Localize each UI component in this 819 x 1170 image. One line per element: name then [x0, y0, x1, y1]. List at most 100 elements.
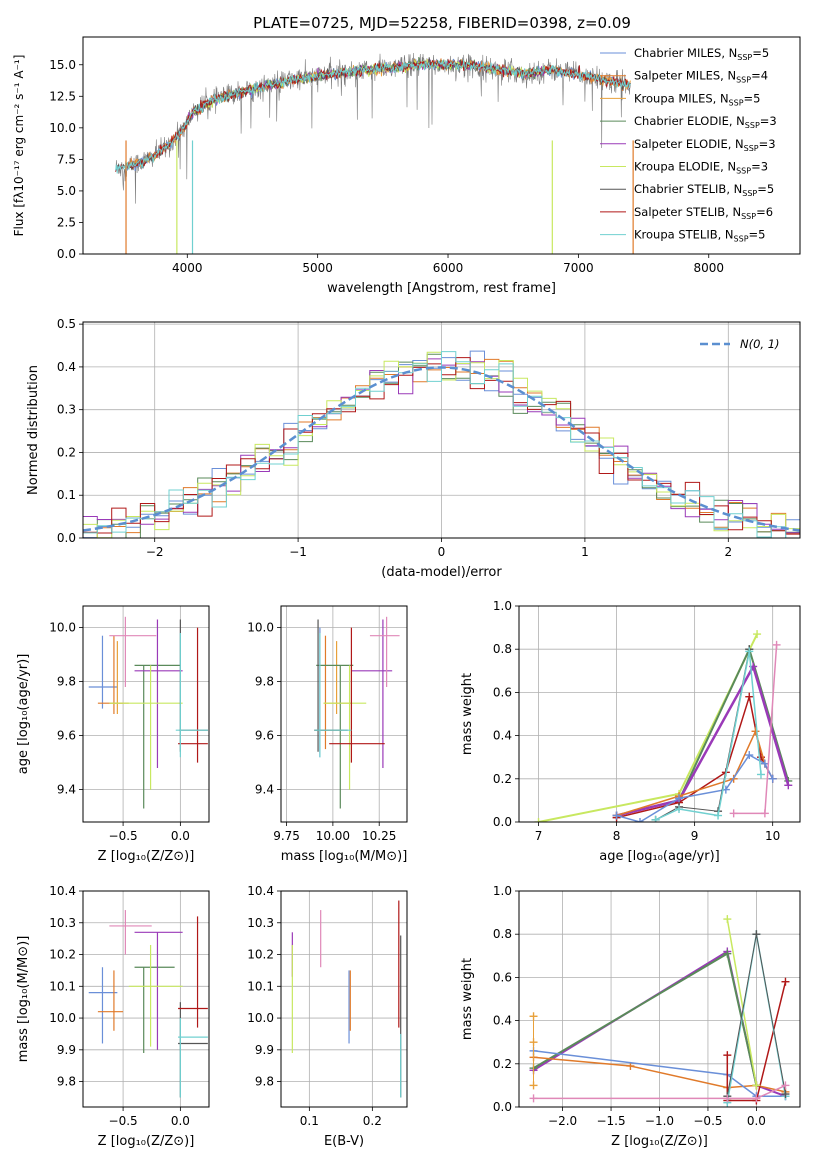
y-tick-label: 10.0 [49, 1011, 76, 1025]
y-tick-label: 9.8 [57, 675, 76, 689]
y-tick-label: 0.8 [493, 927, 512, 941]
plot-area [534, 630, 793, 822]
y-tick-label: 0.4 [57, 360, 76, 374]
legend-text: Chabrier ELODIE, N [634, 114, 745, 128]
panel-residuals: −2 −1 0 1 2 0.0 0.1 0.2 0.3 0.4 0.5 (data-model)/er… [26, 317, 801, 580]
plot-area [88, 910, 208, 1098]
axes-frame [82, 890, 210, 1108]
errorbar-point [88, 635, 118, 709]
y-tick-label: 9.8 [255, 675, 274, 689]
weight-marker [745, 647, 754, 656]
legend-tail: =3 [759, 137, 776, 151]
x-tick-label: 0.0 [171, 1114, 190, 1128]
errorbar-point [134, 966, 175, 1053]
x-axis-label: E(B-V) [324, 1134, 364, 1149]
weight-marker [729, 809, 738, 818]
y-tick-label: 0.0 [57, 247, 76, 261]
y-tick-label: 5.0 [57, 184, 76, 198]
weight-marker [756, 770, 765, 779]
y-tick-label: 0.2 [493, 772, 512, 786]
y-tick-label: 10.0 [49, 121, 76, 135]
legend-entry: Kroupa ELODIE, NSSP=3 [634, 160, 768, 176]
y-tick-label: 0.5 [57, 317, 76, 331]
x-axis-label: Z [log₁₀(Z/Z⊙)] [611, 1134, 708, 1149]
weight-marker [772, 640, 781, 649]
errorbar-point [109, 910, 152, 955]
errorbar-point [178, 627, 208, 763]
x-tick-label: −0.5 [109, 829, 138, 843]
legend-entry: Salpeter STELIB, NSSP=6 [634, 205, 773, 221]
y-axis-label: mass weight [460, 958, 475, 1040]
weight-marker [529, 1012, 538, 1021]
weight-marker [529, 1094, 538, 1103]
weight-marker [529, 1038, 538, 1047]
model-spectrum [115, 59, 631, 174]
legend-sub: SSP [742, 189, 757, 198]
x-axis-label: wavelength [Angstrom, rest frame] [327, 281, 556, 296]
weight-marker [714, 811, 723, 820]
legend-tail: =6 [756, 205, 773, 219]
x-tick-label: 0.1 [300, 1114, 319, 1128]
y-tick-label: 12.5 [49, 89, 76, 103]
x-tick-label: 6000 [433, 261, 464, 275]
weight-marker [781, 1081, 790, 1090]
legend-text: Salpeter STELIB, N [634, 205, 741, 219]
x-tick-label: 8 [613, 829, 621, 843]
figure-title: PLATE=0725, MJD=52258, FIBERID=0398, z=0… [253, 14, 631, 32]
errorbar-point [97, 970, 124, 1031]
weight-line [533, 1084, 786, 1100]
x-tick-label: 0.2 [363, 1114, 382, 1128]
weight-marker [751, 727, 760, 736]
axes-frame [82, 36, 801, 255]
legend-sub: SSP [737, 53, 752, 62]
panel-weight-vs-Z: −2.0 −1.5 −1.0 −0.5 0.0 0.0 0.2 0.4 0.6 0.8 1.0 Z [… [460, 884, 801, 1149]
legend-sub: SSP [729, 98, 744, 107]
errorbar-point [316, 664, 354, 809]
panel-age-vs-Z: −0.5 0.0 9.4 9.6 9.8 10.0 Z [log₁₀(Z/Z⊙)] age [… [16, 605, 210, 864]
weight-marker [723, 915, 732, 924]
errorbar-point [128, 945, 183, 1047]
axes-frame [82, 321, 801, 539]
x-tick-label: −1.0 [645, 1114, 674, 1128]
y-tick-label: 9.6 [255, 729, 274, 743]
errorbar-point [329, 627, 385, 763]
legend-text: Chabrier STELIB, N [634, 182, 742, 196]
y-tick-label: 0.0 [57, 531, 76, 545]
panel-mass-vs-Z: −0.5 0.0 9.8 9.9 10.0 10.1 10.2 10.3 10.4 Z [log₁… [16, 884, 210, 1149]
legend-sub: SSP [734, 235, 749, 244]
y-tick-label: 0.1 [57, 488, 76, 502]
errorbar-point [178, 1018, 208, 1098]
weight-line [532, 952, 758, 1086]
weight-marker [534, 818, 543, 822]
axes-frame [280, 605, 408, 823]
legend-tail: =5 [749, 228, 766, 242]
axes-frame [518, 605, 801, 823]
y-tick-label: 9.8 [57, 1075, 76, 1089]
y-tick-label: 9.9 [255, 1043, 274, 1057]
errorbar-point [179, 619, 208, 752]
errorbar-point [134, 619, 183, 768]
x-tick-label: 2 [724, 545, 732, 559]
x-tick-label: 1 [581, 545, 589, 559]
legend-sub: SSP [744, 144, 759, 153]
plot-area [314, 616, 400, 809]
legend-sub: SSP [736, 76, 751, 85]
weight-line [533, 1050, 786, 1097]
y-tick-label: 9.4 [255, 783, 274, 797]
legend-entry: Kroupa MILES, NSSP=5 [634, 91, 760, 107]
y-tick-label: 10.3 [247, 916, 274, 930]
y-tick-label: 10.0 [49, 621, 76, 635]
y-tick-label: 9.6 [57, 729, 76, 743]
legend-entry: Chabrier ELODIE, NSSP=3 [634, 114, 777, 130]
x-tick-label: −0.5 [693, 1114, 722, 1128]
y-tick-label: 2.5 [57, 215, 76, 229]
y-tick-label: 10.2 [49, 948, 76, 962]
x-tick-label: 5000 [302, 261, 333, 275]
y-tick-label: 10.1 [247, 979, 274, 993]
panel-spectrum: 4000 5000 6000 7000 8000 0.0 2.5 5.0 7.5 10.0 12.5… [12, 36, 801, 296]
y-tick-label: 0.4 [493, 1014, 512, 1028]
errorbar-point [134, 931, 183, 1050]
y-tick-label: 10.4 [49, 884, 76, 898]
y-tick-label: 9.9 [57, 1043, 76, 1057]
